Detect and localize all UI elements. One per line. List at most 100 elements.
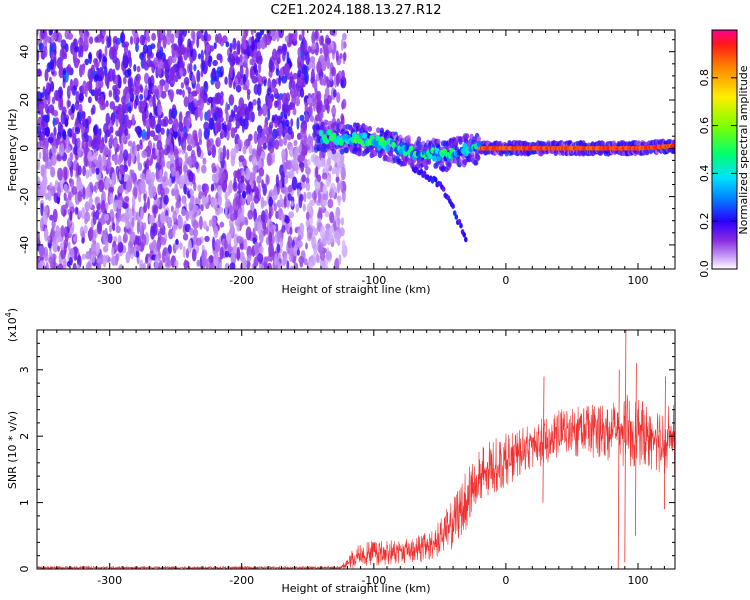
heatmap-cell: [52, 110, 59, 117]
heatmap-cell: [310, 69, 315, 83]
heatmap-cell: [211, 144, 216, 159]
heatmap-cell: [189, 189, 194, 196]
heatmap-cell: [87, 96, 92, 104]
heatmap-cell: [213, 42, 217, 50]
heatmap-cell: [290, 118, 294, 127]
heatmap-cell: [226, 232, 232, 245]
heatmap-cell: [137, 162, 143, 171]
heatmap-cell: [210, 183, 214, 192]
heatmap-cell: [186, 133, 193, 146]
heatmap-cell: [43, 205, 49, 214]
heatmap-cell: [253, 130, 258, 144]
heatmap-cell: [362, 132, 367, 139]
colorbar: 0.0 0.2 0.4 0.6 0.8 Normalized spectral ampl…: [698, 29, 750, 278]
heatmap-cell: [295, 203, 299, 213]
heatmap-cell: [301, 174, 307, 183]
heatmap-cell: [155, 170, 161, 180]
heatmap-cell: [213, 250, 219, 260]
heatmap-cell: [228, 79, 233, 89]
heatmap-cell: [253, 194, 260, 204]
heatmap-cell: [108, 90, 113, 98]
heatmap-cell: [475, 155, 481, 161]
heatmap-cell: [148, 95, 154, 108]
heatmap-cell: [215, 139, 219, 147]
heatmap-cell: [136, 245, 141, 252]
heatmap-cell: [369, 134, 375, 141]
heatmap-cell: [462, 232, 467, 238]
heatmap-cell: [236, 40, 241, 55]
heatmap-cell: [340, 38, 344, 51]
spectrogram-heatmap: [37, 30, 675, 269]
heatmap-cell: [38, 68, 41, 76]
heatmap-cell: [40, 30, 46, 40]
heatmap-cell: [153, 204, 159, 214]
heatmap-cell: [261, 179, 264, 189]
heatmap-cell: [125, 180, 132, 193]
heatmap-cell: [117, 158, 122, 165]
heatmap-cell: [266, 133, 271, 145]
heatmap-cell: [431, 155, 437, 162]
heatmap-cell: [155, 255, 160, 263]
heatmap-cell: [357, 150, 362, 157]
heatmap-cell: [183, 183, 187, 195]
heatmap-cell: [276, 230, 282, 243]
heatmap-cell: [146, 52, 152, 60]
heatmap-cell: [81, 253, 87, 260]
heatmap-cell: [282, 128, 289, 135]
heatmap-cell: [424, 164, 429, 171]
heatmap-cell: [219, 96, 224, 106]
heatmap-cell: [105, 241, 109, 249]
heatmap-cell: [286, 132, 293, 141]
heatmap-cell: [151, 32, 157, 41]
heatmap-cell: [96, 202, 101, 211]
heatmap-cell: [82, 80, 87, 95]
heatmap-cell: [157, 30, 160, 39]
snr-multiplier: (x104): [4, 308, 19, 342]
heatmap-cell: [376, 127, 381, 134]
heatmap-cell: [254, 241, 260, 255]
heatmap-cell: [235, 56, 241, 64]
heatmap-cell: [129, 35, 134, 45]
heatmap-cell: [310, 154, 315, 163]
heatmap-cell: [266, 152, 272, 166]
heatmap-cell: [142, 55, 147, 68]
heatmap-cell: [137, 192, 142, 203]
heatmap-cell: [67, 86, 71, 96]
heatmap-cell: [327, 198, 334, 209]
heatmap-cell: [296, 117, 300, 130]
heatmap-cell: [275, 68, 280, 77]
heatmap-cell: [295, 146, 299, 160]
heatmap-cell: [267, 107, 271, 121]
heatmap-cell: [130, 253, 134, 259]
heatmap-cell: [98, 66, 104, 77]
heatmap-cell: [136, 65, 141, 73]
heatmap-cell: [184, 151, 188, 162]
heatmap-cell: [86, 115, 92, 125]
heatmap-cell: [50, 51, 55, 59]
heatmap-cell: [102, 56, 108, 63]
heatmap-cell: [160, 90, 167, 99]
heatmap-cell: [101, 155, 107, 169]
heatmap-cell: [198, 128, 203, 141]
heatmap-cell: [306, 203, 312, 214]
heatmap-cell: [64, 30, 70, 40]
heatmap-cell: [329, 211, 335, 224]
heatmap-cell: [91, 161, 96, 174]
heatmap-cell: [173, 149, 179, 156]
heatmap-cell: [671, 143, 675, 149]
heatmap-cell: [131, 152, 135, 164]
y-tick-label: 1: [18, 499, 31, 506]
heatmap-cell: [196, 259, 201, 267]
heatmap-cell: [200, 49, 204, 64]
spectrogram-x-axis-label: Height of straight line (km): [281, 283, 430, 296]
heatmap-cell: [177, 46, 182, 55]
heatmap-cell: [149, 116, 155, 128]
heatmap-cell: [180, 175, 186, 184]
heatmap-cell: [306, 166, 310, 178]
heatmap-cell: [328, 232, 334, 244]
heatmap-cell: [38, 151, 42, 159]
heatmap-cell: [289, 226, 293, 235]
heatmap-cell: [408, 145, 414, 152]
heatmap-cell: [320, 157, 325, 168]
